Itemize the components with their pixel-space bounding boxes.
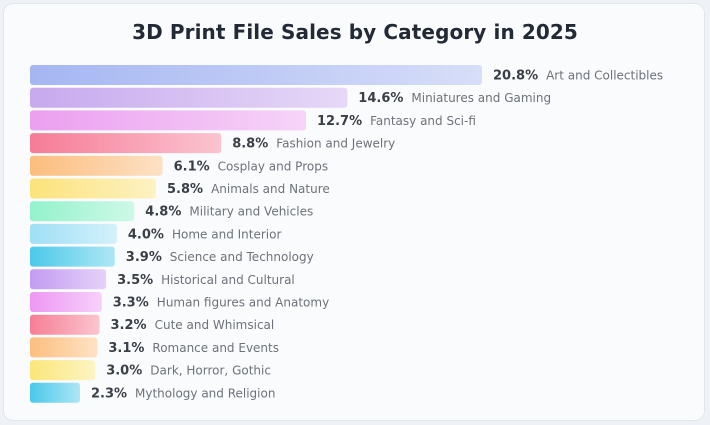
value-label: 3.3% <box>113 296 149 311</box>
category-label: Dark, Horror, Gothic <box>150 364 271 378</box>
value-label: 4.0% <box>128 227 164 242</box>
value-label: 14.6% <box>358 91 403 106</box>
bar-romance-and-events <box>30 337 98 358</box>
value-label: 12.7% <box>317 114 362 129</box>
category-label: Cosplay and Props <box>218 159 329 173</box>
value-label: 4.8% <box>145 205 181 220</box>
category-label: Fantasy and Sci-fi <box>370 114 476 128</box>
value-label: 2.3% <box>91 386 127 401</box>
bar-row-fantasy-and-sci-fi: 12.7% Fantasy and Sci-fi <box>30 110 476 131</box>
bar-row-art-and-collectibles: 20.8% Art and Collectibles <box>30 65 663 85</box>
bar-dark-horror-gothic <box>30 360 96 381</box>
bar-art-and-collectibles <box>30 65 482 85</box>
bar-cute-and-whimsical <box>30 314 100 335</box>
bar-historical-and-cultural <box>30 269 107 290</box>
bar-row-science-and-technology: 3.9% Science and Technology <box>30 246 314 267</box>
category-label: Home and Interior <box>172 227 281 241</box>
category-label: Art and Collectibles <box>546 69 663 83</box>
category-label: Mythology and Religion <box>135 386 275 400</box>
bar-row-miniatures-and-gaming: 14.6% Miniatures and Gaming <box>30 87 551 108</box>
category-label: Fashion and Jewelry <box>276 137 395 151</box>
bar-row-cute-and-whimsical: 3.2% Cute and Whimsical <box>30 314 275 335</box>
value-label: 3.5% <box>117 273 153 288</box>
bar-cosplay-and-props <box>30 155 163 176</box>
bar-row-romance-and-events: 3.1% Romance and Events <box>30 337 279 358</box>
value-label: 6.1% <box>174 159 210 174</box>
category-label: Cute and Whimsical <box>155 318 275 332</box>
bar-row-home-and-interior: 4.0% Home and Interior <box>30 223 281 244</box>
bar-row-mythology-and-religion: 2.3% Mythology and Religion <box>30 382 275 403</box>
value-label: 3.1% <box>108 341 144 356</box>
category-label: Human figures and Anatomy <box>157 296 329 310</box>
category-label: Historical and Cultural <box>161 273 295 287</box>
category-label: Animals and Nature <box>211 182 330 196</box>
bar-animals-and-nature <box>30 178 156 199</box>
category-label: Science and Technology <box>170 250 314 264</box>
bar-row-cosplay-and-props: 6.1% Cosplay and Props <box>30 155 329 176</box>
bar-mythology-and-religion <box>30 382 80 403</box>
value-label: 3.9% <box>126 250 162 265</box>
bar-fantasy-and-sci-fi <box>30 110 306 131</box>
bar-row-military-and-vehicles: 4.8% Military and Vehicles <box>30 201 313 222</box>
bar-military-and-vehicles <box>30 201 135 222</box>
bars-group: 20.8% Art and Collectibles 14.6% Miniatures… <box>30 65 663 403</box>
value-label: 3.0% <box>106 364 142 379</box>
category-label: Military and Vehicles <box>189 205 313 219</box>
bar-row-fashion-and-jewelry: 8.8% Fashion and Jewelry <box>30 133 395 154</box>
bar-row-human-figures-and-anatomy: 3.3% Human figures and Anatomy <box>30 292 329 312</box>
bar-row-animals-and-nature: 5.8% Animals and Nature <box>30 178 330 199</box>
category-label: Miniatures and Gaming <box>411 91 551 105</box>
bar-miniatures-and-gaming <box>30 87 348 108</box>
bar-row-historical-and-cultural: 3.5% Historical and Cultural <box>30 269 295 290</box>
bar-row-dark-horror-gothic: 3.0% Dark, Horror, Gothic <box>30 360 271 381</box>
value-label: 8.8% <box>232 137 268 152</box>
value-label: 20.8% <box>493 69 538 84</box>
bar-fashion-and-jewelry <box>30 133 222 154</box>
chart-title: 3D Print File Sales by Category in 2025 <box>132 20 578 44</box>
value-label: 3.2% <box>111 318 147 333</box>
bar-science-and-technology <box>30 246 115 267</box>
value-label: 5.8% <box>167 182 203 197</box>
category-label: Romance and Events <box>152 341 279 355</box>
bar-home-and-interior <box>30 223 117 244</box>
bar-human-figures-and-anatomy <box>30 292 102 312</box>
